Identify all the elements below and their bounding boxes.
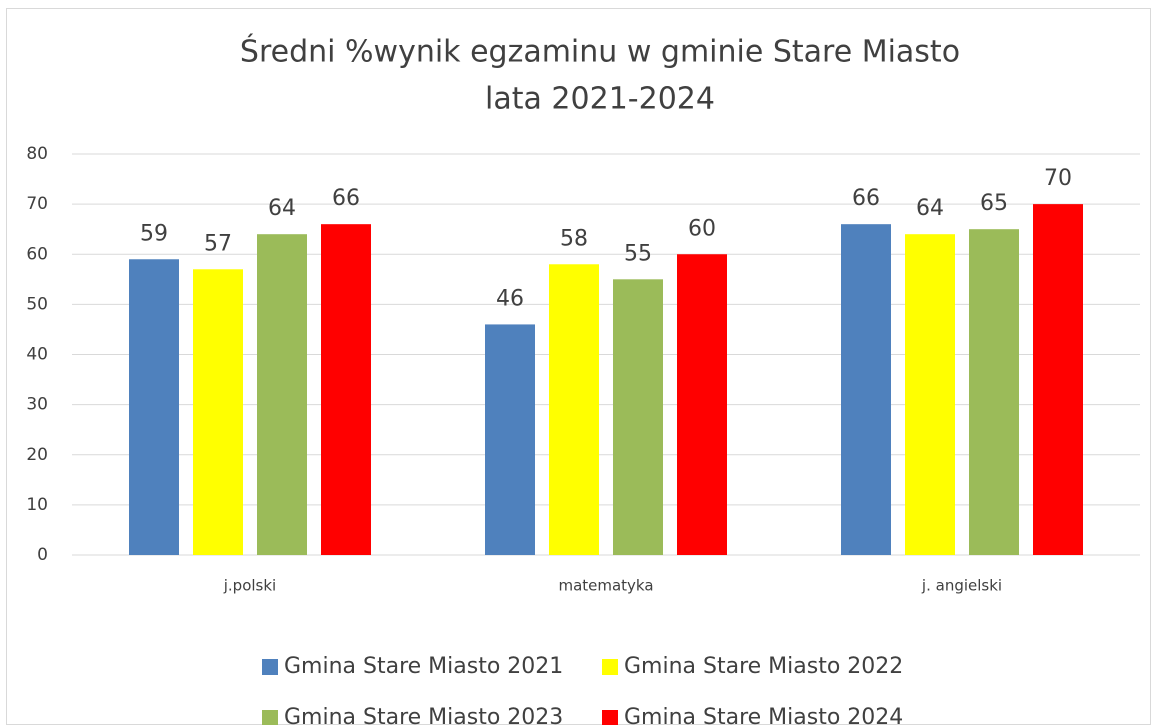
y-tick-label: 60 [26,244,48,264]
data-label: 60 [688,216,716,241]
data-label: 64 [916,196,944,221]
chart-subtitle: lata 2021-2024 [485,82,715,117]
data-label: 64 [268,196,296,221]
data-label: 58 [560,226,588,251]
chart-title: Średni %wynik egzaminu w gminie Stare Mi… [240,33,960,70]
legend-swatch [262,710,278,725]
data-label: 55 [624,241,652,266]
x-tick-label: matematyka [558,577,653,595]
y-tick-label: 30 [26,395,48,415]
bar [841,224,891,556]
bar [549,264,599,555]
y-tick-label: 0 [37,545,48,565]
y-tick-label: 70 [26,194,48,214]
data-label: 46 [496,286,524,311]
y-tick-label: 40 [26,345,48,365]
bar [321,224,371,556]
bar [193,269,243,555]
x-tick-label: j. angielski [921,577,1002,595]
y-tick-label: 80 [26,144,48,164]
bar [129,259,179,555]
y-tick-label: 10 [26,495,48,515]
y-tick-label: 50 [26,294,48,314]
legend-swatch [262,659,278,675]
bar [1033,204,1083,555]
legend-swatch [602,659,618,675]
bar [905,234,955,555]
data-label: 66 [332,186,360,211]
bar [257,234,307,555]
legend-label: Gmina Stare Miasto 2022 [624,654,903,679]
data-label: 70 [1044,166,1072,191]
data-label: 65 [980,191,1008,216]
data-label: 57 [204,231,232,256]
data-label: 59 [140,221,168,246]
legend-label: Gmina Stare Miasto 2024 [624,705,903,725]
legend-label: Gmina Stare Miasto 2021 [284,654,563,679]
x-tick-label: j.polski [223,577,276,595]
bar [613,279,663,555]
bar [677,254,727,555]
y-tick-label: 20 [26,445,48,465]
legend-swatch [602,710,618,725]
bar [485,324,535,555]
legend-label: Gmina Stare Miasto 2023 [284,705,563,725]
data-label: 66 [852,186,880,211]
bar [969,229,1019,555]
